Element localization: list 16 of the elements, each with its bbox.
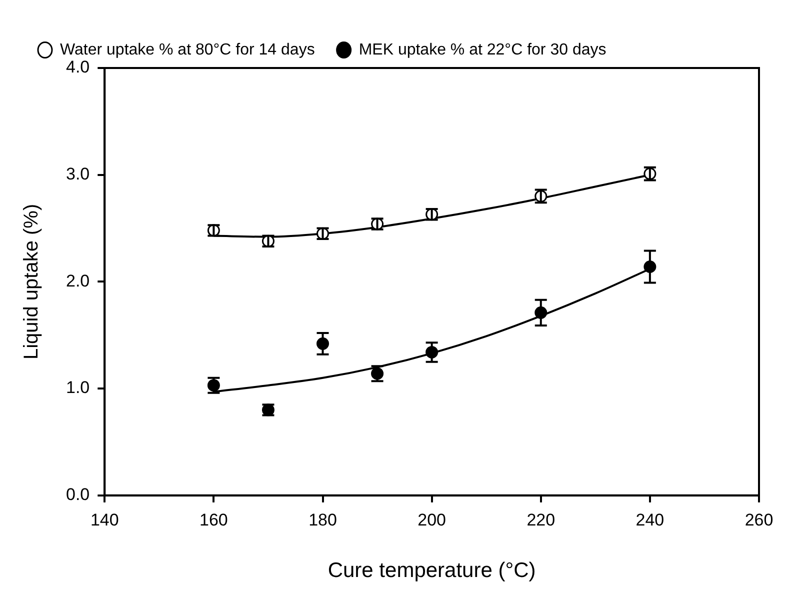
x-tick-label: 180 bbox=[308, 510, 337, 530]
legend-label: Water uptake % at 80°C for 14 days bbox=[60, 41, 315, 58]
y-tick-label: 0.0 bbox=[66, 485, 90, 504]
x-tick-label: 140 bbox=[90, 510, 119, 530]
y-tick-label: 2.0 bbox=[66, 271, 90, 290]
x-tick-label: 240 bbox=[636, 510, 664, 530]
x-tick-label: 160 bbox=[200, 510, 228, 530]
x-tick-label: 260 bbox=[744, 510, 774, 530]
x-tick-label: 220 bbox=[526, 510, 556, 530]
x-tick-label: 200 bbox=[418, 510, 446, 530]
x-axis-title: Cure temperature (°C) bbox=[328, 559, 536, 582]
y-tick-label: 3.0 bbox=[66, 164, 90, 184]
legend-label: MEK uptake % at 22°C for 30 days bbox=[358, 41, 606, 58]
y-axis-title: Liquid uptake (%) bbox=[20, 204, 43, 360]
y-tick-label: 1.0 bbox=[66, 378, 90, 398]
y-tick-label: 4.0 bbox=[66, 58, 90, 77]
